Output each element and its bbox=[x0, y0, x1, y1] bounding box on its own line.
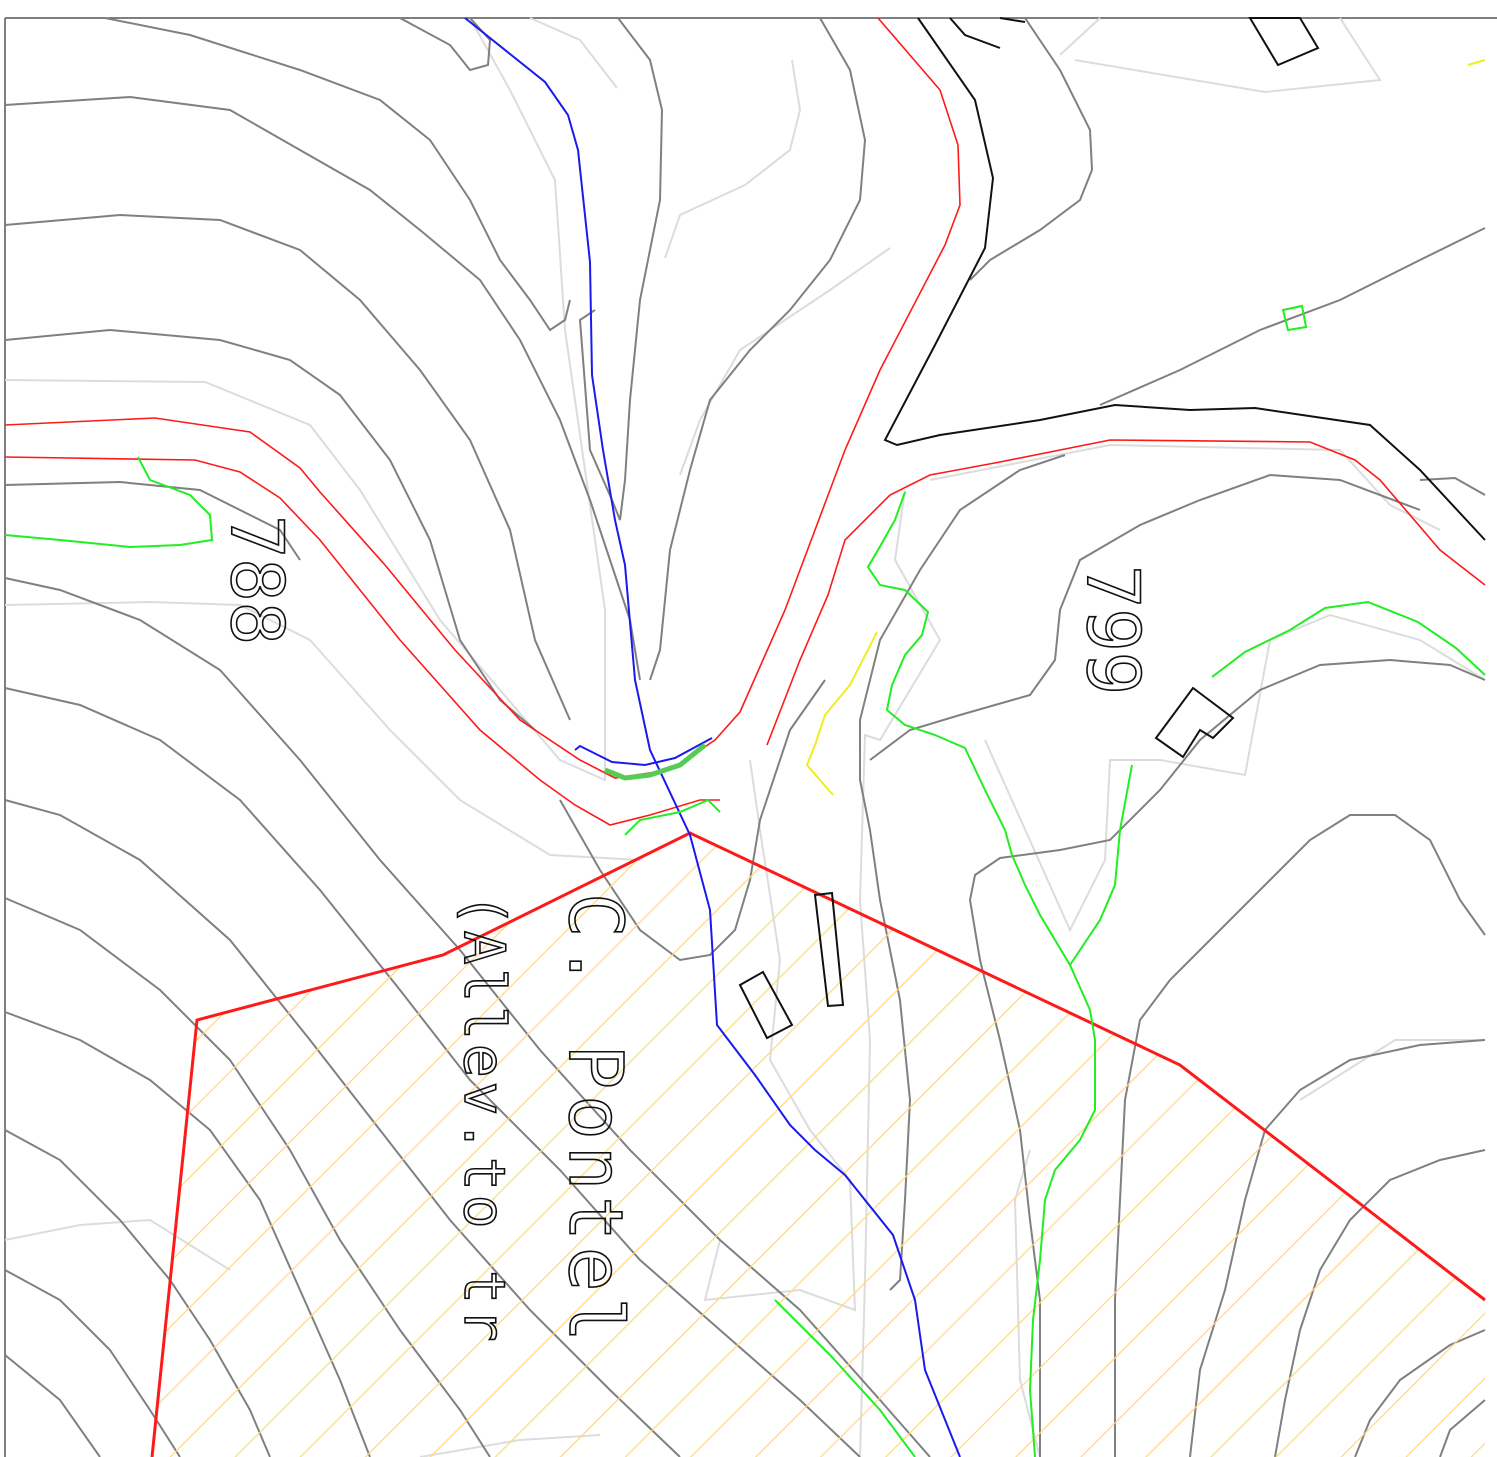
contour-label: 799 bbox=[1071, 565, 1155, 695]
bridge-deck bbox=[604, 743, 707, 781]
roads-black bbox=[738, 17, 1486, 1040]
yellow-lines bbox=[805, 59, 1486, 796]
bridge bbox=[574, 737, 713, 767]
place-name: C. Pontel bbox=[552, 893, 638, 1348]
stream bbox=[464, 17, 961, 1457]
place-note: (Allev.to tr bbox=[451, 893, 516, 1346]
boundary bbox=[150, 831, 1486, 1457]
green-lines bbox=[4, 304, 1486, 1457]
contour-label: 788 bbox=[215, 515, 299, 645]
